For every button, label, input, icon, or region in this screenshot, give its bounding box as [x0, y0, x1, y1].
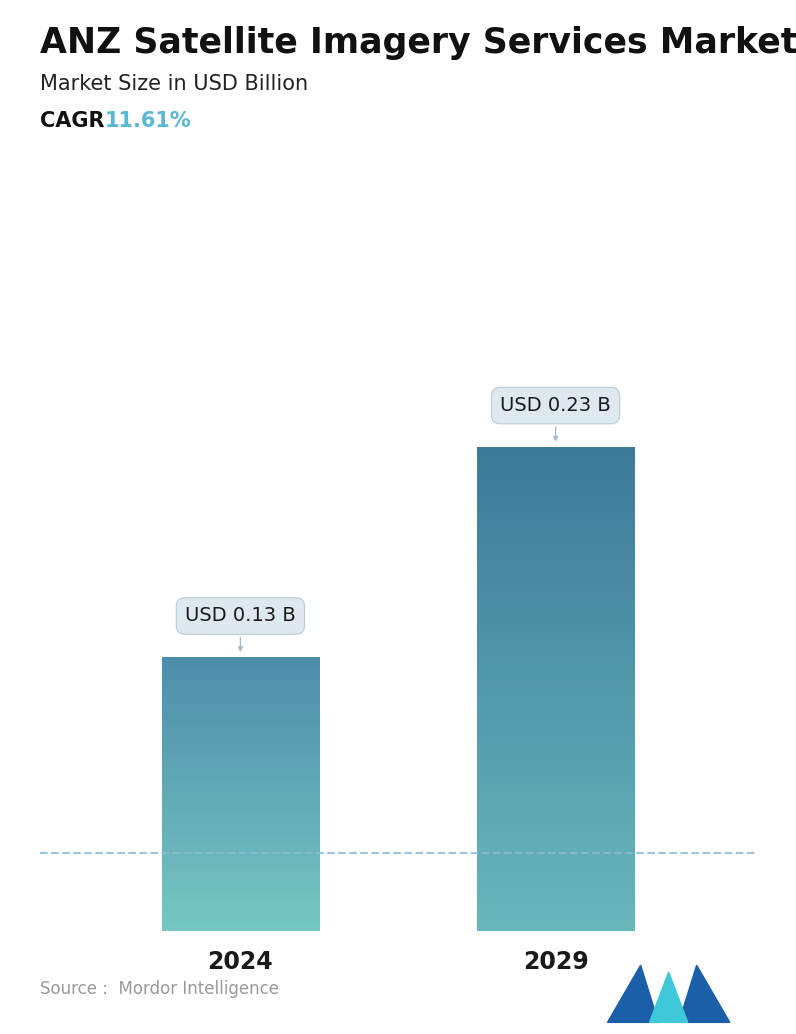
Polygon shape	[650, 972, 688, 1023]
Text: CAGR: CAGR	[40, 111, 111, 130]
Text: USD 0.23 B: USD 0.23 B	[500, 396, 611, 440]
Polygon shape	[607, 966, 658, 1023]
Text: Source :  Mordor Intelligence: Source : Mordor Intelligence	[40, 980, 279, 998]
Polygon shape	[679, 966, 730, 1023]
Text: USD 0.13 B: USD 0.13 B	[185, 607, 296, 650]
Text: ANZ Satellite Imagery Services Market: ANZ Satellite Imagery Services Market	[40, 26, 796, 60]
Text: 11.61%: 11.61%	[104, 111, 191, 130]
Text: Market Size in USD Billion: Market Size in USD Billion	[40, 74, 308, 94]
